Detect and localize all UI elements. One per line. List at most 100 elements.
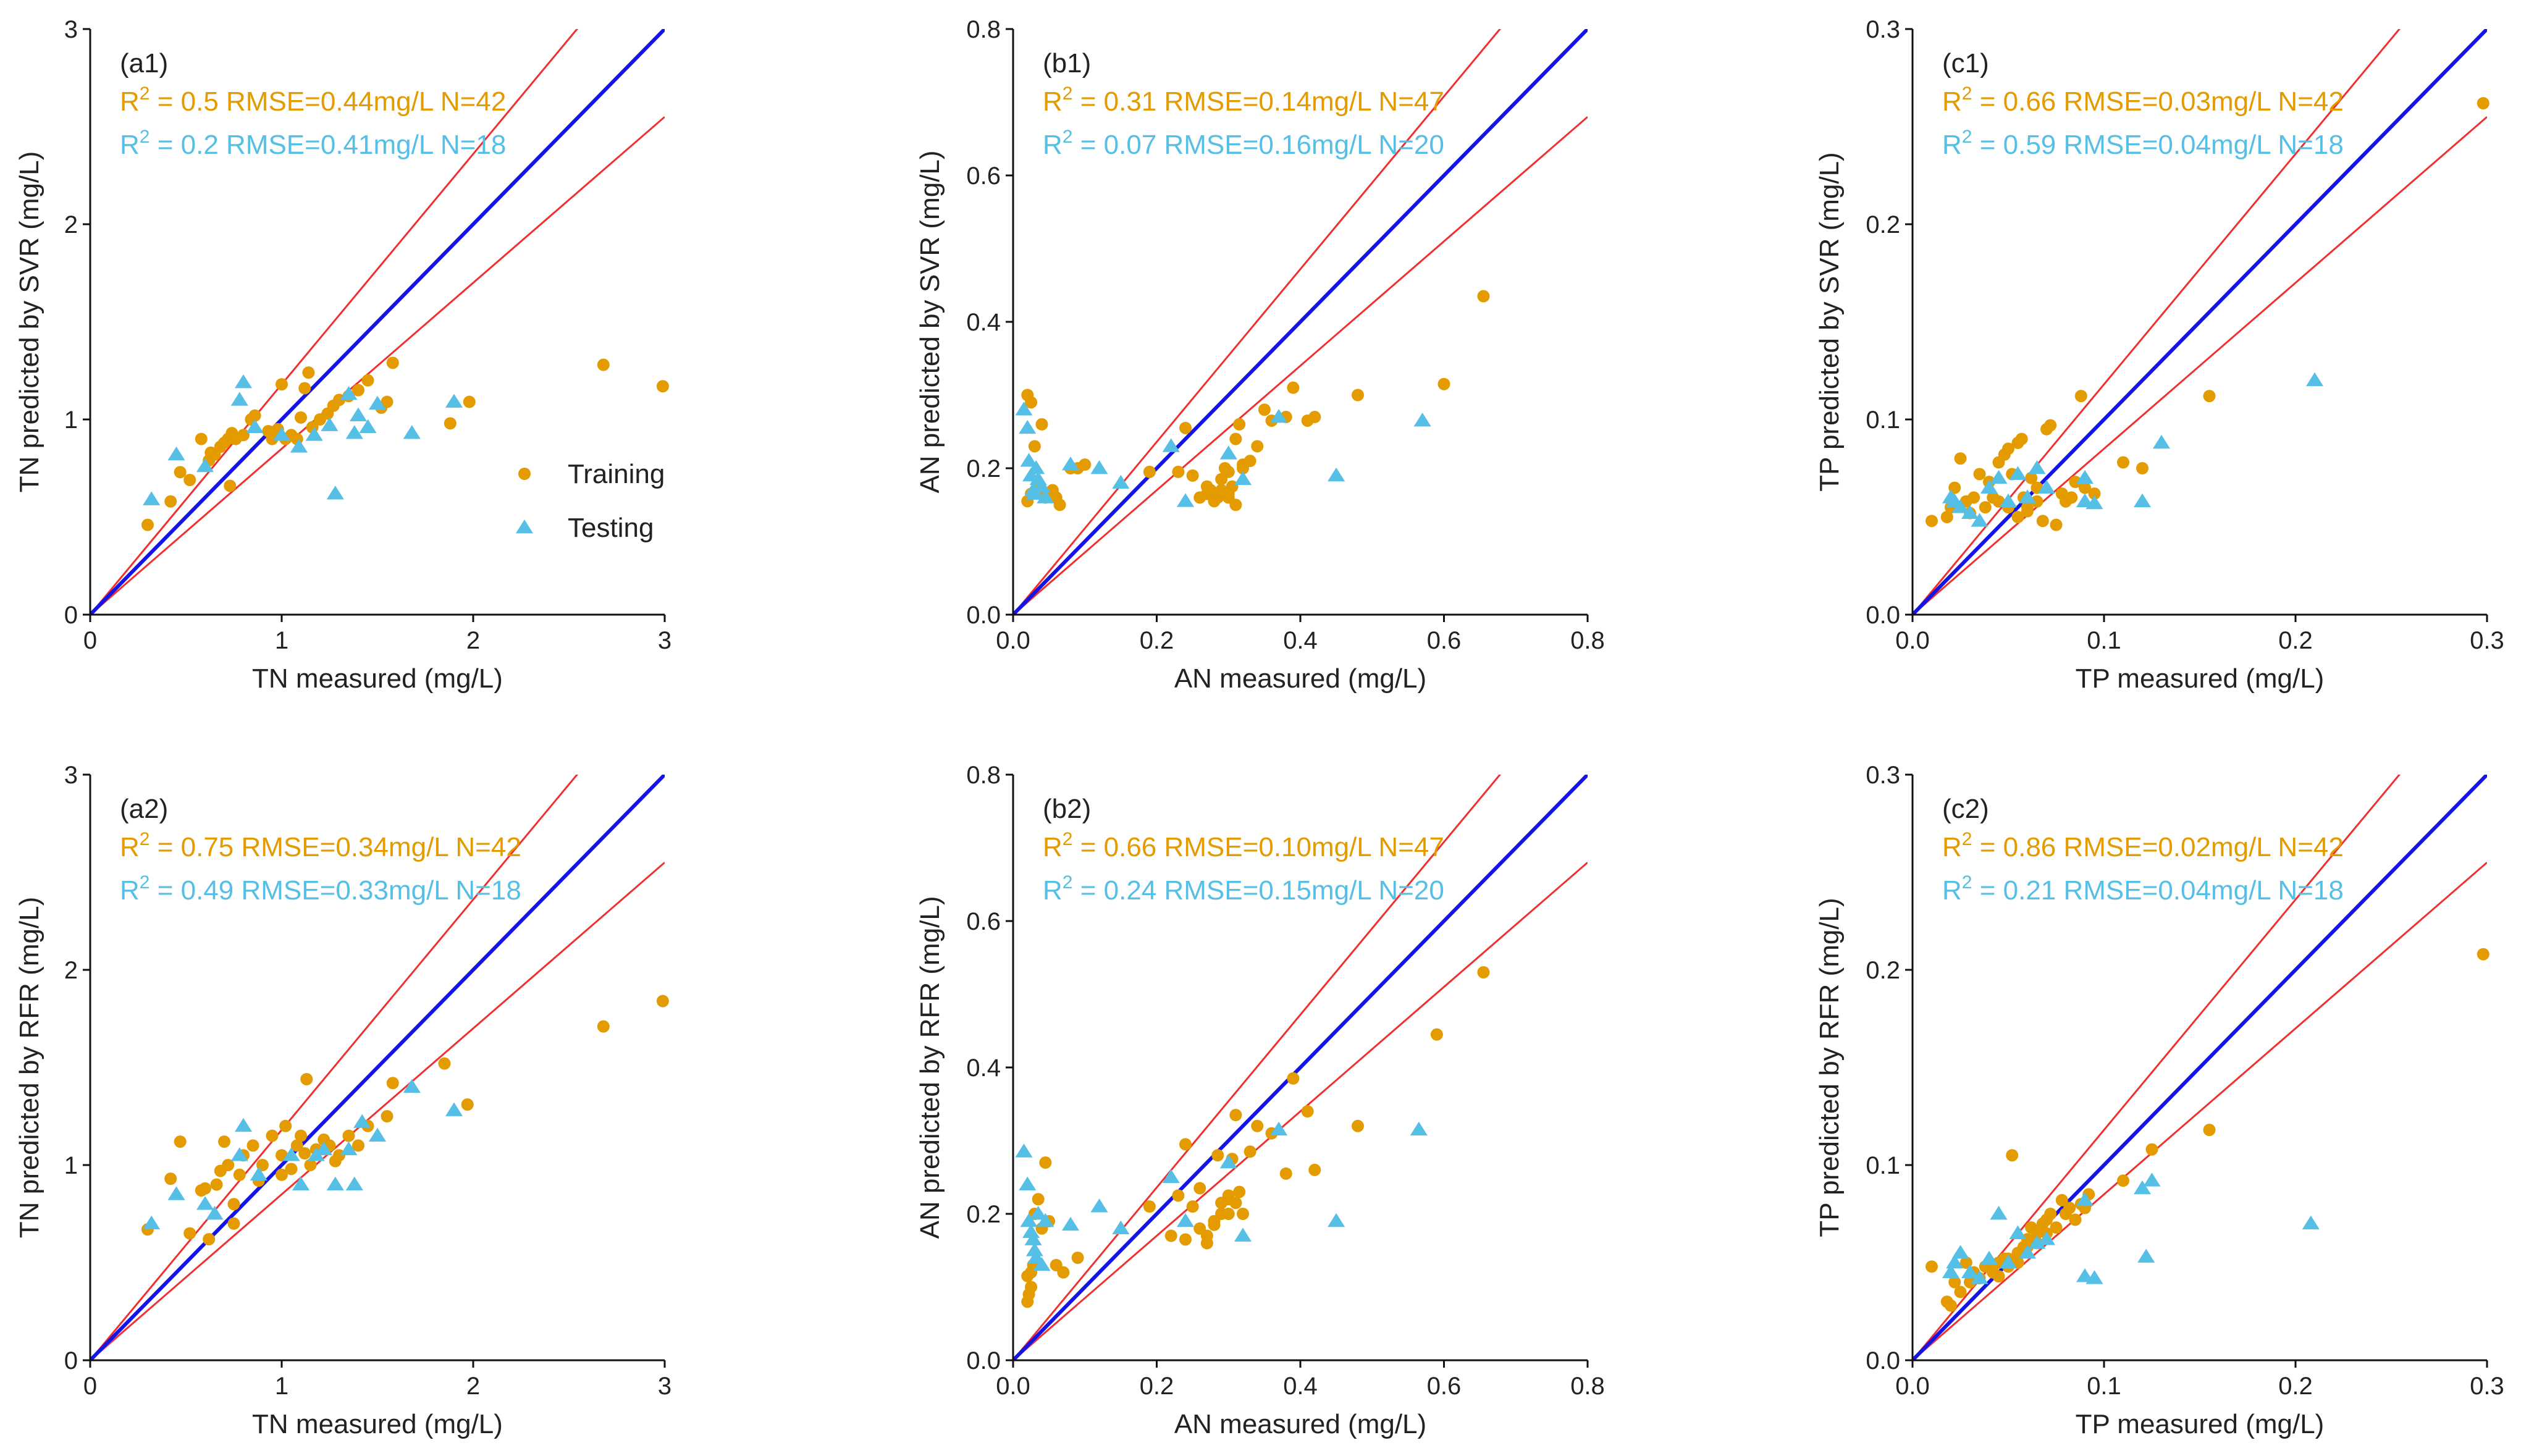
stat-r2: 0.75	[181, 832, 234, 862]
testing-point	[445, 1102, 463, 1116]
testing-point	[340, 385, 358, 400]
panel-b1: 0.0 0.2 0.4 0.6 0.8 0.0 0.2 0.4 0.6 0.8 AN measure…	[915, 16, 1605, 694]
lower-bound-line	[1913, 116, 2487, 615]
legend-testing-marker	[515, 520, 534, 534]
stat-r2: 0.2	[181, 130, 219, 160]
x-tick-label: 0.3	[2470, 1373, 2504, 1400]
training-point	[2136, 462, 2149, 474]
x-tick-label: 0.2	[1140, 627, 1174, 654]
series-training	[141, 356, 669, 531]
testing-point	[1951, 1245, 1969, 1259]
stat-n: N=42	[440, 86, 506, 117]
training-point	[2002, 442, 2014, 455]
panel-c1: 0.0 0.1 0.2 0.3 0.0 0.1 0.2 0.3 TP measured (mg/…	[1814, 16, 2504, 694]
training-point	[1186, 1200, 1199, 1213]
training-point	[2006, 1149, 2019, 1162]
legend-training-marker	[518, 468, 531, 480]
training-point	[2079, 481, 2091, 494]
one-to-one-line	[1913, 29, 2487, 615]
training-point	[1200, 1229, 1213, 1242]
stat-r: R	[120, 130, 140, 160]
y-tick-label: 0.2	[966, 1201, 1001, 1228]
stat-equals: =	[1072, 86, 1103, 117]
y-tick-label: 3	[64, 16, 78, 43]
training-point	[1925, 515, 1938, 528]
testing-point	[321, 417, 339, 431]
training-point	[1979, 501, 1992, 514]
series-training	[141, 995, 669, 1246]
y-tick-label: 0	[64, 602, 78, 629]
training-point	[352, 384, 364, 397]
training-point	[2063, 1201, 2076, 1214]
testing-point	[2028, 460, 2046, 474]
training-point	[352, 1139, 364, 1152]
stat-rmse: RMSE=0.34mg/L	[242, 832, 449, 862]
y-axis-label: AN predicted by RFR (mg/L)	[915, 896, 945, 1239]
training-point	[1437, 377, 1450, 390]
testing-point	[1951, 499, 1969, 513]
testing-point	[143, 1215, 161, 1230]
training-point	[203, 1233, 216, 1246]
training-point	[1940, 511, 1953, 523]
training-point	[2036, 515, 2049, 528]
testing-point	[1162, 438, 1180, 452]
training-point	[183, 473, 196, 486]
stat-n: N=47	[1378, 86, 1444, 117]
stats-training: R2 = 0.86 RMSE=0.02mg/L N=42	[1942, 829, 2344, 862]
testing-point	[340, 1141, 358, 1156]
stat-rmse: RMSE=0.14mg/L	[1164, 86, 1372, 117]
stat-r2: 0.31	[1104, 86, 1157, 117]
x-tick-label: 0.1	[2087, 627, 2121, 654]
training-point	[1179, 1138, 1192, 1151]
x-tick-label: 3	[658, 627, 671, 654]
training-point	[248, 409, 261, 422]
training-point	[300, 1072, 313, 1085]
testing-point	[1176, 493, 1195, 507]
stat-r: R	[1043, 86, 1063, 117]
panel-label: (b1)	[1043, 48, 1091, 78]
stat-r: R	[1043, 875, 1063, 906]
testing-point	[2302, 1215, 2320, 1230]
training-point	[2069, 1213, 2082, 1226]
testing-point	[1020, 1213, 1038, 1227]
panel-label: (b2)	[1043, 794, 1091, 824]
training-point	[1143, 465, 1156, 478]
testing-point	[167, 446, 185, 461]
x-tick-label: 0.0	[1895, 627, 1930, 654]
training-point	[386, 356, 399, 369]
training-point	[1477, 290, 1490, 303]
x-tick-label: 0.2	[1140, 1373, 1174, 1400]
stat-r2: 0.5	[181, 86, 219, 117]
stat-r: R	[120, 875, 140, 906]
testing-point	[353, 1114, 371, 1128]
stat-n: N=20	[1378, 875, 1444, 906]
testing-point	[445, 393, 463, 408]
testing-point	[359, 419, 377, 433]
upper-bound-line	[90, 29, 579, 615]
stat-equals: =	[1072, 875, 1103, 906]
series-training	[1021, 290, 1490, 511]
testing-point	[1029, 1206, 1047, 1220]
testing-point	[1328, 1213, 1345, 1227]
training-point	[2021, 505, 2034, 518]
training-point	[1352, 389, 1364, 402]
stats-testing: R2 = 0.24 RMSE=0.15mg/L N=20	[1043, 872, 1444, 906]
x-tick-label: 0.2	[2278, 1373, 2313, 1400]
training-point	[463, 395, 476, 408]
x-tick-label: 0.0	[996, 1373, 1030, 1400]
testing-point	[1025, 1242, 1043, 1256]
testing-point	[1015, 402, 1033, 416]
training-point	[1186, 469, 1199, 482]
x-tick-label: 3	[658, 1373, 671, 1400]
testing-point	[1990, 1206, 2008, 1220]
stat-superscript: 2	[1962, 829, 1972, 849]
training-point	[656, 380, 669, 393]
x-axis-label: AN measured (mg/L)	[1174, 1409, 1426, 1439]
y-axis-label: TP predicted by SVR (mg/L)	[1814, 152, 1845, 491]
testing-point	[1413, 412, 1431, 427]
x-tick-label: 0.1	[2087, 1373, 2121, 1400]
training-point	[298, 382, 311, 395]
training-point	[1301, 1105, 1314, 1118]
training-point	[1233, 418, 1246, 431]
stats-testing: R2 = 0.59 RMSE=0.04mg/L N=18	[1942, 127, 2344, 160]
